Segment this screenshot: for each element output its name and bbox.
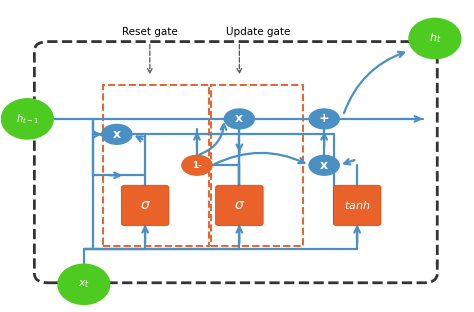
FancyBboxPatch shape — [333, 185, 381, 226]
Text: +: + — [319, 112, 329, 125]
Circle shape — [309, 109, 339, 129]
Text: Reset gate: Reset gate — [122, 27, 178, 37]
FancyArrowPatch shape — [344, 52, 404, 113]
Text: x: x — [235, 112, 244, 125]
FancyArrowPatch shape — [200, 124, 226, 154]
Text: $tanh$: $tanh$ — [344, 199, 370, 212]
Ellipse shape — [58, 264, 110, 305]
Text: $h_t$: $h_t$ — [429, 32, 441, 45]
FancyBboxPatch shape — [121, 185, 169, 226]
FancyBboxPatch shape — [35, 41, 438, 283]
Text: $\sigma$: $\sigma$ — [234, 198, 245, 212]
Ellipse shape — [409, 18, 461, 59]
FancyBboxPatch shape — [216, 185, 263, 226]
Circle shape — [224, 109, 255, 129]
Text: Update gate: Update gate — [226, 27, 291, 37]
Circle shape — [102, 124, 132, 144]
Text: $x_t$: $x_t$ — [78, 278, 90, 290]
Ellipse shape — [1, 99, 53, 139]
Text: 1-: 1- — [192, 161, 202, 170]
Circle shape — [182, 155, 212, 175]
Circle shape — [309, 155, 339, 175]
Text: x: x — [113, 128, 121, 141]
FancyArrowPatch shape — [215, 153, 304, 164]
Text: $\sigma$: $\sigma$ — [139, 198, 151, 212]
Text: $h_{t-1}$: $h_{t-1}$ — [16, 112, 39, 126]
Text: x: x — [320, 159, 328, 172]
